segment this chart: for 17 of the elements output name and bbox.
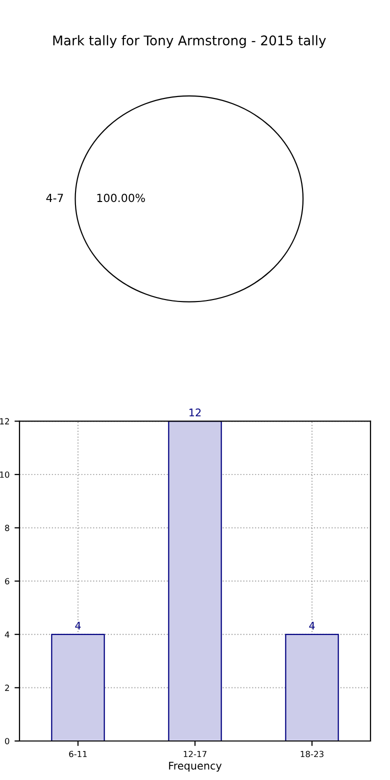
data-label: 4: [309, 622, 315, 630]
data-label: 4: [75, 622, 81, 630]
x-tick-label: 12-17: [184, 750, 206, 758]
data-label: 100.00%: [97, 194, 145, 202]
slice-label: 4-7: [46, 194, 63, 202]
x-tick-label: 18-23: [300, 750, 324, 758]
x-axis-title: Frequency: [169, 762, 222, 772]
y-tick-label: 2: [5, 684, 9, 691]
data-label: 12: [190, 408, 201, 416]
x-tick-label: 6-11: [69, 750, 87, 758]
chart-title: Mark tally for Tony Armstrong - 2015 tally: [53, 35, 326, 48]
y-tick-label: 4: [4, 631, 10, 638]
y-tick-label: 8: [5, 524, 10, 532]
y-tick-label: 0: [5, 738, 10, 744]
y-tick-label: 10: [0, 471, 10, 478]
y-tick-label: 12: [0, 418, 9, 424]
y-tick-label: 6: [5, 578, 10, 584]
